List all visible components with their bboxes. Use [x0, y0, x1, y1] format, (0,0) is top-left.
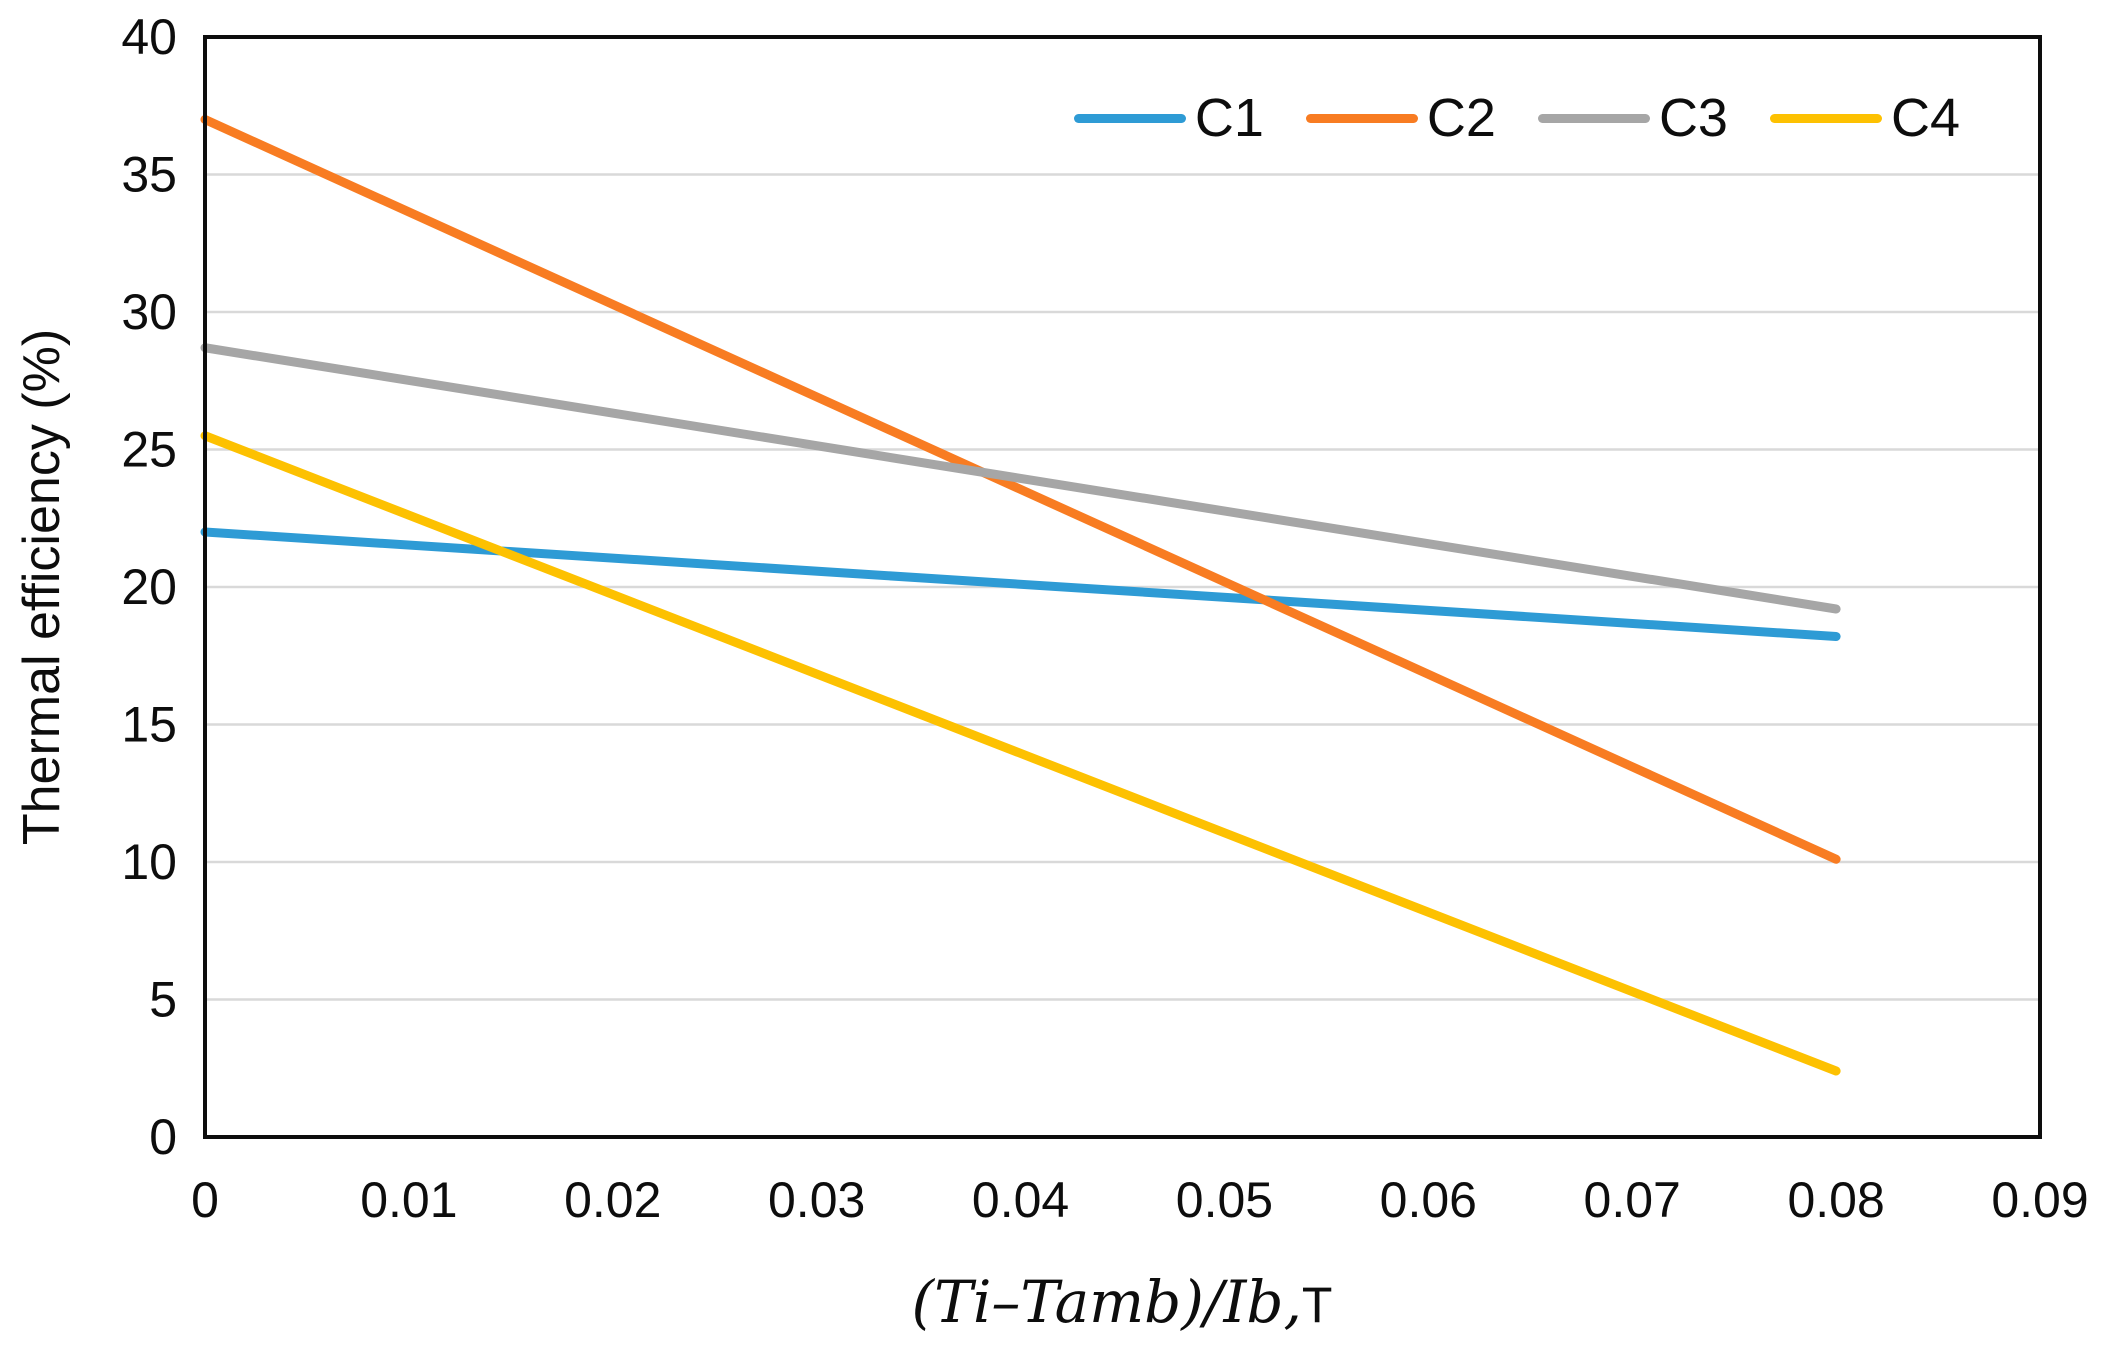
legend-swatch-c2 — [1305, 113, 1418, 123]
series-line-c2 — [200, 115, 1841, 864]
y-tick-label-40: 40 — [121, 9, 177, 65]
legend-swatch-c3 — [1537, 113, 1650, 123]
y-tick-label-5: 5 — [149, 972, 177, 1028]
y-axis-title: Thermal efficiency (%) — [13, 328, 71, 846]
x-tick-label-0.08: 0.08 — [1787, 1172, 1884, 1228]
legend-item-c4: C4 — [1769, 88, 1960, 148]
x-axis-title-suffix: T — [1301, 1277, 1333, 1333]
x-tick-label-0.04: 0.04 — [972, 1172, 1069, 1228]
x-tick-label-0.05: 0.05 — [1176, 1172, 1273, 1228]
x-tick-label-0.03: 0.03 — [768, 1172, 865, 1228]
x-tick-label-0.01: 0.01 — [360, 1172, 457, 1228]
y-tick-label-25: 25 — [121, 422, 177, 478]
y-tick-label-10: 10 — [121, 834, 177, 890]
y-tick-label-30: 30 — [121, 284, 177, 340]
legend-item-c3: C3 — [1537, 88, 1728, 148]
legend-item-c2: C2 — [1305, 88, 1496, 148]
legend-label-c1: C1 — [1194, 88, 1264, 148]
legend-label-c2: C2 — [1426, 88, 1496, 148]
series-line-c4 — [200, 431, 1841, 1076]
plot-border — [203, 35, 2042, 1139]
legend-label-c4: C4 — [1890, 88, 1960, 148]
series-line-c3 — [200, 343, 1841, 614]
x-axis-title: (Ti–Tamb)/Ib,T — [912, 1268, 1333, 1336]
x-tick-label-0.07: 0.07 — [1584, 1172, 1681, 1228]
legend-item-c1: C1 — [1073, 88, 1264, 148]
x-axis-title-math: (Ti–Tamb)/Ib, — [911, 1268, 1302, 1336]
x-tick-label-0.06: 0.06 — [1380, 1172, 1477, 1228]
legend-swatch-c4 — [1769, 113, 1882, 123]
x-tick-label-0: 0 — [191, 1172, 219, 1228]
legend-label-c3: C3 — [1658, 88, 1728, 148]
series-line-c1 — [200, 527, 1841, 641]
y-tick-label-35: 35 — [121, 147, 177, 203]
legend-items: C1 C2 C3 C4 — [1073, 88, 1960, 148]
y-tick-label-15: 15 — [121, 697, 177, 753]
x-tick-label-0.09: 0.09 — [1991, 1172, 2088, 1228]
x-tick-label-0.02: 0.02 — [564, 1172, 661, 1228]
legend-swatch-c1 — [1073, 113, 1186, 123]
y-tick-label-0: 0 — [149, 1109, 177, 1165]
y-tick-label-20: 20 — [121, 559, 177, 615]
